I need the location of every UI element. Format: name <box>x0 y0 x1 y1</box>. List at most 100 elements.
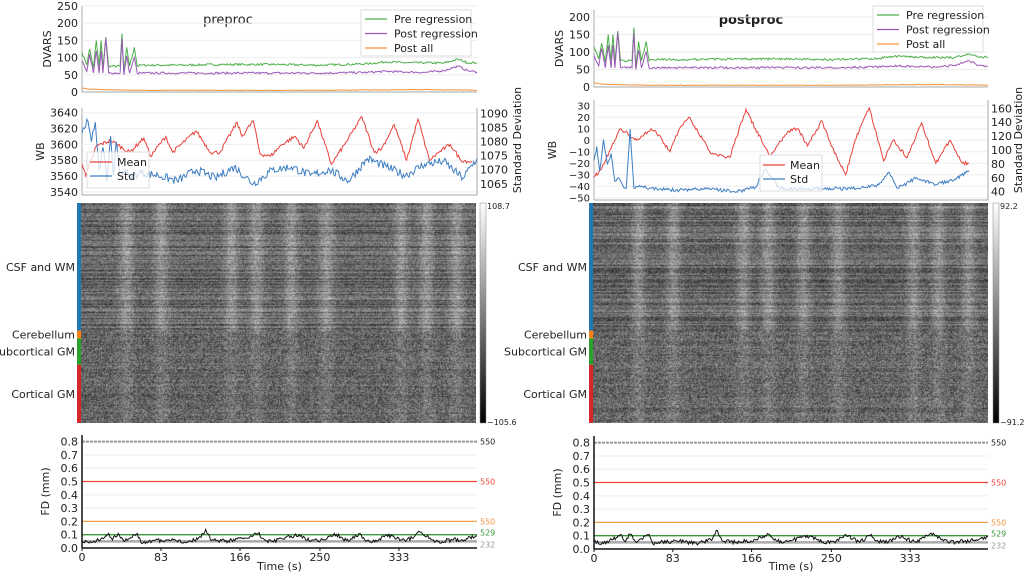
fd-line <box>593 529 989 546</box>
legend-label: Post all <box>394 42 433 55</box>
colorbar-min-label: −105.6 <box>487 418 517 427</box>
region-bar-cortical-gm <box>589 364 593 423</box>
dvars-line-post-all <box>593 82 989 87</box>
wb-legend-box <box>759 154 823 192</box>
fd-threshold-count: 550 <box>480 478 495 487</box>
fd-y-tick-label: 0.1 <box>573 530 591 543</box>
region-bar-subcortical-gm <box>589 338 593 365</box>
fd-threshold-count: 550 <box>991 439 1006 448</box>
region-label: Cerebellum <box>524 328 587 341</box>
fd-x-tick-label: 333 <box>900 552 921 565</box>
wb-y-tick-label: −20 <box>569 159 590 170</box>
fd-y-tick-label: 0.8 <box>61 436 79 449</box>
fd-y-axis-label: FD (mm) <box>551 468 564 516</box>
fd-x-axis-label: Time (s) <box>256 560 302 572</box>
fd-y-tick-label: 0.5 <box>61 476 79 489</box>
fd-y-tick-label: 0.2 <box>573 516 591 529</box>
wb-legend-box <box>86 151 150 189</box>
dvars-y-tick-label: 200 <box>569 11 590 24</box>
std-y-tick-label: 1090 <box>480 108 508 121</box>
wb-y-tick-label: −30 <box>569 171 590 182</box>
std-y-tick-label: 100 <box>991 144 1012 157</box>
region-label: Subcortical GM <box>504 346 587 359</box>
fd-y-tick-label: 0.3 <box>573 503 591 516</box>
region-bar-cerebellum <box>589 330 593 339</box>
fd-x-tick-label: 83 <box>154 551 168 564</box>
region-bar-csf-and-wm <box>589 203 593 331</box>
std-y-axis-label: Standard Deviation <box>1012 87 1024 193</box>
dvars-y-tick-label: 0 <box>583 81 590 94</box>
std-y-tick-label: 1080 <box>480 136 508 149</box>
region-label: Cortical GM <box>523 388 587 401</box>
dvars-y-tick-label: 100 <box>57 52 78 65</box>
fd-threshold-count: 550 <box>991 518 1006 527</box>
fd-x-tick-label: 250 <box>821 552 842 565</box>
fd-y-tick-label: 0.1 <box>61 529 79 542</box>
fd-threshold-count: 550 <box>991 479 1006 488</box>
dvars-line-post-regression <box>593 32 989 70</box>
fd-y-tick-label: 0.4 <box>61 489 79 502</box>
colorbar-min-label: −91.2 <box>1000 418 1024 427</box>
region-label: CSF and WM <box>6 261 75 274</box>
wb-y-tick-label: −40 <box>569 182 590 193</box>
region-label: CSF and WM <box>518 261 587 274</box>
wb-y-tick-label: 3560 <box>50 170 78 183</box>
wb-line-mean <box>593 106 970 178</box>
region-label: Cerebellum <box>12 328 75 341</box>
std-y-tick-label: 40 <box>991 186 1005 199</box>
fd-x-tick-label: 166 <box>741 552 762 565</box>
region-bar-cerebellum <box>77 330 81 339</box>
fd-threshold-count: 232 <box>991 541 1006 550</box>
dvars-line-pre-regression <box>593 27 989 68</box>
wb-y-tick-label: 3540 <box>50 186 78 199</box>
fd-x-tick-label: 0 <box>591 552 598 565</box>
std-y-tick-label: 60 <box>991 172 1005 185</box>
dvars-y-axis-label: DVARS <box>553 30 566 67</box>
region-bar-subcortical-gm <box>77 338 81 365</box>
dvars-line-pre-regression <box>81 33 478 74</box>
fd-threshold-count: 550 <box>480 438 495 447</box>
std-y-axis-label: Standard Deviation <box>511 87 524 193</box>
std-y-tick-label: 140 <box>991 116 1012 129</box>
dvars-line-post-all <box>81 87 478 92</box>
fd-y-tick-label: 0.3 <box>61 502 79 515</box>
fd-x-tick-label: 0 <box>79 551 86 564</box>
fd-x-tick-label: 83 <box>666 552 680 565</box>
wb-y-tick-label: 3580 <box>50 154 78 167</box>
carpet-plot-preproc <box>81 203 476 423</box>
fd-x-tick-label: 333 <box>388 551 409 564</box>
dvars-y-tick-label: 100 <box>569 46 590 59</box>
dvars-y-tick-label: 250 <box>57 0 78 13</box>
wb-y-tick-label: 0 <box>584 136 590 147</box>
fd-y-tick-label: 0.6 <box>61 462 79 475</box>
legend-label: Post regression <box>906 24 990 37</box>
fd-line <box>81 527 477 545</box>
legend-label: Pre regression <box>906 9 984 22</box>
fd-y-tick-label: 0.6 <box>573 463 591 476</box>
region-label: Cortical GM <box>11 388 75 401</box>
std-y-tick-label: 160 <box>991 102 1012 115</box>
fd-x-tick-label: 250 <box>309 551 330 564</box>
fd-y-tick-label: 0.0 <box>61 542 79 555</box>
legend-label: Mean <box>790 159 820 172</box>
fd-threshold-count: 529 <box>991 530 1006 539</box>
std-y-tick-label: 1075 <box>480 150 508 163</box>
std-y-tick-label: 120 <box>991 130 1012 143</box>
dvars-y-tick-label: 50 <box>576 64 590 77</box>
fd-threshold-count: 550 <box>480 517 495 526</box>
wb-y-axis-label: WB <box>34 142 47 160</box>
legend-label: Pre regression <box>394 13 472 26</box>
region-bar-cortical-gm <box>77 364 81 423</box>
wb-y-tick-label: 3600 <box>50 138 78 151</box>
fd-y-tick-label: 0.2 <box>61 515 79 528</box>
wb-y-axis-label: WB <box>546 141 559 159</box>
colorbar-max-label: 92.2 <box>1000 202 1018 211</box>
wb-y-tick-label: 3640 <box>50 107 78 120</box>
fd-x-tick-label: 166 <box>230 551 251 564</box>
wb-y-tick-label: −10 <box>569 148 590 159</box>
fd-y-tick-label: 0.8 <box>573 437 591 450</box>
fd-y-tick-label: 0.7 <box>573 450 591 463</box>
wb-line-std <box>81 117 478 187</box>
colorbar <box>479 202 487 424</box>
